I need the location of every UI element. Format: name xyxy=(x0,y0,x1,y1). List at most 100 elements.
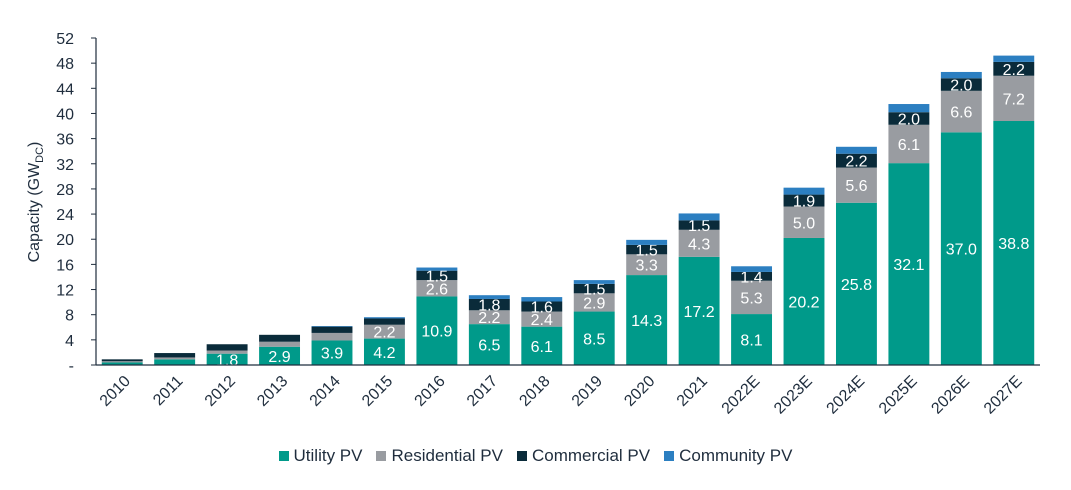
bar-segment xyxy=(835,167,877,203)
legend-label: Residential PV xyxy=(391,446,503,465)
bar-stack-2019: 8.5 2.91.5 xyxy=(573,280,615,365)
legend-label: Utility PV xyxy=(293,446,363,465)
x-tick-label: 2010 xyxy=(97,373,134,410)
data-label: 1.6 xyxy=(531,300,553,317)
data-label: 3.9 xyxy=(321,346,343,363)
bar-segment xyxy=(521,301,563,312)
data-label: 2.9 xyxy=(268,349,290,366)
y-tick-label: 16 xyxy=(56,257,74,274)
bar-segment xyxy=(993,121,1035,365)
x-tick-label: 2024E xyxy=(824,373,869,418)
x-tick-label: 2022E xyxy=(719,373,764,418)
y-tick-label: 24 xyxy=(56,207,74,224)
bar-segment xyxy=(416,270,458,281)
bar-segment xyxy=(993,55,1035,62)
bar-segment xyxy=(678,256,720,365)
data-label: 38.8 xyxy=(998,236,1029,253)
data-label: 2.9 xyxy=(583,295,605,312)
bar-segment xyxy=(206,344,248,351)
y-tick-label: 44 xyxy=(56,81,74,98)
bar-stack-2027E: 38.8 7.2 2.2 xyxy=(993,55,1035,365)
x-tick-label: 2011 xyxy=(150,373,186,409)
bar-stack-2023E: 20.2 5.0 1.9 xyxy=(783,187,825,365)
data-label: 32.1 xyxy=(893,257,924,274)
bar-segment xyxy=(259,341,301,347)
bar-segment xyxy=(888,112,930,125)
bar-segment xyxy=(835,153,877,168)
bar-segment xyxy=(783,206,825,238)
bar-segment xyxy=(363,318,405,325)
bar-segment xyxy=(259,334,301,342)
data-label: 2.2 xyxy=(373,325,395,342)
data-label: 1.5 xyxy=(636,243,658,260)
bar-segment xyxy=(678,220,720,230)
bar-segment xyxy=(101,362,143,365)
data-label: 37.0 xyxy=(946,242,977,259)
data-label: 5.3 xyxy=(740,290,762,307)
bar-stack-2024E: 25.8 5.6 2.2 xyxy=(835,146,877,365)
bar-segment xyxy=(416,296,458,365)
bar-stack-2011 xyxy=(154,353,196,365)
bar-stack-2014: 3.9 xyxy=(311,326,353,365)
bar-stack-2025E: 32.1 6.1 2.0 xyxy=(888,104,930,365)
bar-stack-2026E: 37.0 6.6 2.0 xyxy=(940,71,982,365)
bar-segment xyxy=(678,213,720,221)
bar-segment xyxy=(678,229,720,257)
data-label: 1.8 xyxy=(478,298,500,315)
bar-segment xyxy=(521,297,563,302)
legend-swatch xyxy=(278,451,289,461)
bar-segment xyxy=(363,338,405,365)
bar-segment xyxy=(626,239,668,245)
legend-swatch xyxy=(376,451,387,461)
bar-segment xyxy=(573,283,615,294)
y-axis-label: Capacity (GWDC) xyxy=(26,142,46,263)
data-label: 5.0 xyxy=(793,215,815,232)
bar-segment xyxy=(783,194,825,207)
data-label: 7.2 xyxy=(1003,91,1025,108)
data-label: 17.2 xyxy=(684,304,715,321)
bar-segment xyxy=(468,310,510,325)
x-tick-label: 2016 xyxy=(412,373,449,410)
bar-segment xyxy=(573,280,615,284)
y-tick-label: 12 xyxy=(56,283,74,300)
legend: Utility PV Residential PV Commercial PV Com… xyxy=(0,446,1071,466)
bar-segment xyxy=(940,90,982,133)
data-label: 8.1 xyxy=(740,333,762,350)
bar-segment xyxy=(731,271,773,281)
legend-item: Residential PV xyxy=(376,446,503,466)
data-label: 2.4 xyxy=(531,312,553,329)
bar-segment xyxy=(731,266,773,272)
x-tick-label: 2021 xyxy=(674,373,711,410)
bar-segment xyxy=(206,353,248,365)
bar-segment xyxy=(363,324,405,339)
legend-label: Community PV xyxy=(679,446,793,465)
bar-segment xyxy=(101,359,143,362)
bar-stack-2010 xyxy=(101,359,143,365)
bar-segment xyxy=(259,346,301,365)
x-tick-label: 2020 xyxy=(621,373,658,410)
x-tick-label: 2023E xyxy=(771,373,816,418)
x-axis: 2010 2011 2012 2013 2014 2015 2016 2017 2018 2019… xyxy=(96,364,1040,418)
x-tick-label: 2013 xyxy=(254,373,291,410)
bar-segment xyxy=(888,104,930,113)
y-tick-label: 20 xyxy=(56,232,74,249)
bar-segment xyxy=(154,357,196,360)
x-tick-label: 2027E xyxy=(981,373,1026,418)
data-label: 1.5 xyxy=(426,268,448,285)
legend-item: Commercial PV xyxy=(517,446,650,466)
bar-stack-2013: 2.9 xyxy=(259,334,301,366)
data-label: 2.6 xyxy=(426,281,448,298)
x-tick-label: 2018 xyxy=(516,373,553,410)
bar-segment xyxy=(154,353,196,358)
y-tick-label: 32 xyxy=(56,157,74,174)
bar-segment xyxy=(154,359,196,365)
y-tick-label: 52 xyxy=(56,31,74,48)
bar-stack-2015: 4.22.2 xyxy=(363,317,405,365)
y-tick-label: 48 xyxy=(56,56,74,73)
data-label: 2.2 xyxy=(845,154,867,171)
x-tick-label: 2026E xyxy=(928,373,973,418)
data-label: 1.5 xyxy=(688,218,710,235)
bar-segment xyxy=(468,324,510,365)
